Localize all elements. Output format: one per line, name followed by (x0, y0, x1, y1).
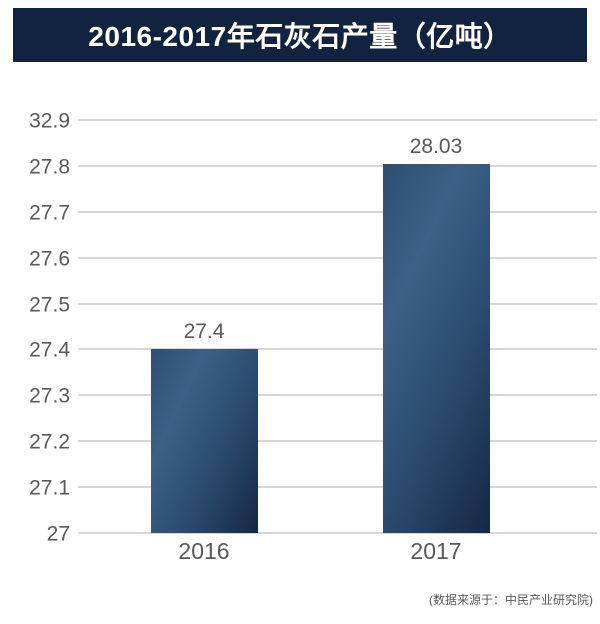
y-tick-label-27.3: 27.3 (29, 384, 70, 408)
x-axis-label-2016: 2016 (178, 538, 230, 564)
gridline-27.4 (78, 348, 597, 351)
y-tick-label-27.5: 27.5 (29, 293, 70, 316)
gridline-32.9 (78, 119, 597, 121)
bar-2016 (150, 349, 258, 533)
y-tick-label-27.8: 27.8 (29, 155, 70, 179)
chart-title-banner: 2016-2017年石灰石产量（亿吨） (13, 8, 587, 62)
gridline-27.7 (78, 210, 597, 213)
x-axis-label-2017: 2017 (410, 538, 462, 564)
y-tick-label-27.6: 27.6 (29, 247, 70, 271)
gridline-27.3 (78, 394, 597, 397)
bar-value-label-2016: 27.4 (183, 320, 225, 344)
bar-value-label-2017: 28.03 (409, 134, 463, 158)
gridline-27 (78, 532, 597, 534)
data-source-note: (数据来源于：中民产业研究院) (429, 593, 593, 607)
bar-2017 (382, 163, 490, 533)
gridline-27.6 (78, 256, 597, 259)
gridline-27.1 (78, 486, 597, 489)
y-tick-label-32.9: 32.9 (29, 109, 70, 133)
y-tick-label-27.1: 27.1 (29, 476, 70, 500)
y-tick-label-27.7: 27.7 (29, 201, 70, 225)
gridline-27.5 (78, 302, 597, 305)
y-tick-label-27.4: 27.4 (29, 338, 70, 362)
chart-title: 2016-2017年石灰石产量（亿吨） (88, 21, 512, 52)
y-tick-label-27.2: 27.2 (29, 430, 70, 454)
y-tick-label-27: 27 (46, 522, 70, 546)
gridline-27.2 (78, 440, 597, 443)
gridline-27.8 (78, 164, 597, 167)
